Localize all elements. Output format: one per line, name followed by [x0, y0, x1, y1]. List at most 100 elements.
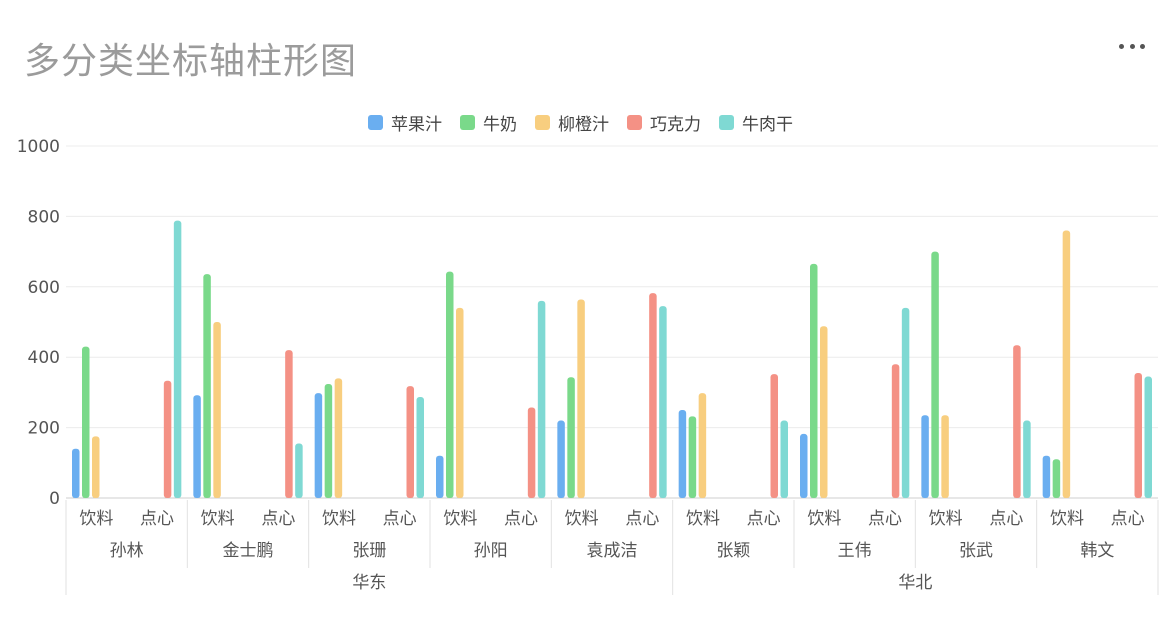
x-category-label: 点心 [747, 509, 781, 529]
bar [537, 300, 546, 498]
x-category-label: 饮料 [686, 509, 720, 529]
legend-label: 柳橙汁 [558, 115, 609, 135]
x-category-label: 饮料 [929, 509, 963, 529]
bar [1062, 230, 1071, 499]
bar [324, 383, 333, 498]
bar [446, 271, 454, 498]
legend-swatch [460, 115, 475, 130]
legend-swatch [535, 115, 550, 130]
x-category-label: 点心 [625, 509, 659, 529]
bar [456, 307, 464, 498]
bar [1023, 420, 1031, 498]
x-category-label: 点心 [140, 509, 174, 529]
x-person-label: 张武 [959, 541, 993, 561]
x-category-label: 点心 [1111, 509, 1145, 529]
bar [649, 293, 657, 498]
x-person-label: 韩文 [1080, 541, 1114, 561]
x-category-label: 饮料 [201, 509, 235, 529]
x-person-label: 袁成洁 [587, 541, 638, 561]
legend-label: 苹果汁 [391, 115, 442, 135]
x-category-label: 点心 [383, 509, 417, 529]
x-person-label: 金士鹏 [223, 541, 274, 561]
bar [921, 415, 929, 498]
x-category-label: 饮料 [443, 509, 477, 529]
more-options-button[interactable] [1119, 36, 1145, 56]
bar [698, 393, 707, 498]
y-tick-label: 600 [28, 278, 60, 298]
legend-swatch [719, 115, 734, 130]
chart-legend: 苹果汁 牛奶 柳橙汁 巧克力 牛肉干 [368, 110, 793, 135]
bar [193, 395, 201, 498]
bar [688, 416, 697, 498]
bar [1134, 373, 1142, 498]
x-person-label: 孙阳 [474, 541, 508, 561]
bar [213, 322, 221, 498]
legend-swatch [627, 115, 642, 130]
bar [941, 415, 949, 498]
x-region-label: 华东 [352, 573, 386, 593]
x-category-label: 点心 [989, 509, 1023, 529]
bar [820, 326, 828, 498]
legend-swatch [368, 115, 383, 130]
bar [1042, 455, 1051, 498]
bar [659, 306, 667, 498]
bar [295, 443, 303, 498]
bar [163, 380, 172, 498]
bar [173, 220, 182, 498]
bar [678, 410, 687, 498]
bar [1052, 459, 1061, 498]
bar [92, 436, 100, 498]
bar [891, 364, 900, 498]
bar [72, 448, 80, 498]
y-tick-label: 800 [28, 207, 60, 227]
x-person-label: 张珊 [352, 541, 386, 561]
legend-item-3[interactable]: 巧克力 [627, 110, 701, 135]
bar [314, 393, 323, 498]
bar [567, 377, 575, 498]
bar [82, 346, 90, 498]
bar [527, 407, 536, 498]
bar [203, 274, 211, 498]
y-tick-label: 400 [28, 348, 60, 368]
bar [1013, 345, 1021, 498]
x-person-label: 王伟 [838, 541, 872, 561]
bar [334, 378, 343, 498]
y-tick-label: 0 [49, 489, 60, 509]
x-category-label: 饮料 [1050, 509, 1084, 529]
x-category-label: 饮料 [565, 509, 599, 529]
bar [780, 420, 788, 498]
x-person-label: 张颖 [716, 541, 750, 561]
x-category-label: 饮料 [322, 509, 356, 529]
chart-title: 多分类坐标轴柱形图 [24, 41, 358, 82]
bar [285, 350, 293, 498]
y-tick-label: 1000 [17, 137, 60, 157]
bar [810, 263, 818, 498]
legend-item-1[interactable]: 牛奶 [460, 110, 517, 135]
bar [577, 299, 585, 498]
x-person-label: 孙林 [110, 541, 144, 561]
bar [770, 374, 778, 498]
bar [416, 396, 424, 498]
bar [406, 386, 414, 498]
bar [931, 251, 939, 498]
x-category-label: 饮料 [807, 509, 841, 529]
x-category-label: 点心 [504, 509, 538, 529]
legend-item-4[interactable]: 牛肉干 [719, 110, 793, 135]
legend-label: 牛肉干 [742, 115, 793, 135]
bar [1144, 376, 1152, 498]
bar [436, 455, 444, 498]
bar [901, 307, 910, 498]
x-category-label: 点心 [261, 509, 295, 529]
legend-label: 牛奶 [483, 115, 517, 135]
legend-item-0[interactable]: 苹果汁 [368, 110, 442, 135]
x-category-label: 饮料 [79, 509, 113, 529]
x-category-label: 点心 [868, 509, 902, 529]
more-horizontal-icon [1119, 43, 1124, 49]
y-tick-label: 200 [28, 419, 60, 439]
legend-item-2[interactable]: 柳橙汁 [535, 110, 609, 135]
bar [800, 433, 808, 498]
legend-label: 巧克力 [650, 115, 701, 135]
x-region-label: 华北 [898, 573, 932, 593]
bar [557, 420, 565, 498]
